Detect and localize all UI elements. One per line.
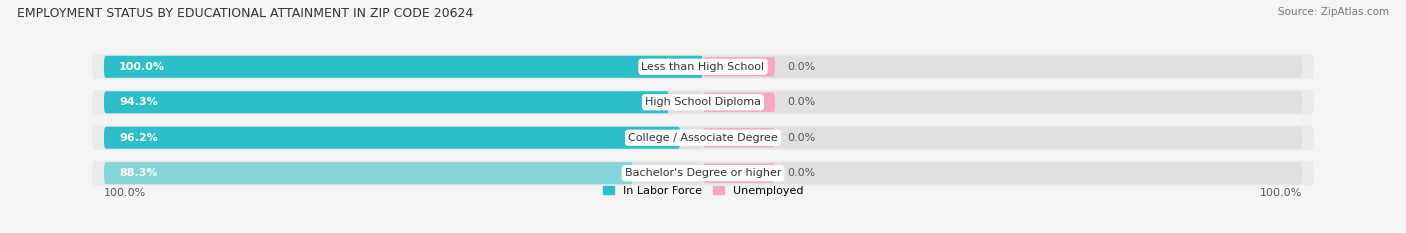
FancyBboxPatch shape <box>104 162 633 184</box>
Text: 100.0%: 100.0% <box>1260 188 1302 198</box>
FancyBboxPatch shape <box>91 125 1315 150</box>
Text: Bachelor's Degree or higher: Bachelor's Degree or higher <box>624 168 782 178</box>
Text: 100.0%: 100.0% <box>120 62 165 72</box>
FancyBboxPatch shape <box>703 93 775 112</box>
FancyBboxPatch shape <box>703 91 1302 113</box>
FancyBboxPatch shape <box>104 127 703 149</box>
FancyBboxPatch shape <box>91 90 1315 115</box>
FancyBboxPatch shape <box>91 54 1315 79</box>
Text: Source: ZipAtlas.com: Source: ZipAtlas.com <box>1278 7 1389 17</box>
FancyBboxPatch shape <box>104 91 703 113</box>
FancyBboxPatch shape <box>703 162 1302 184</box>
FancyBboxPatch shape <box>703 56 1302 78</box>
FancyBboxPatch shape <box>104 56 703 78</box>
FancyBboxPatch shape <box>104 127 681 149</box>
Text: 0.0%: 0.0% <box>787 133 815 143</box>
Text: High School Diploma: High School Diploma <box>645 97 761 107</box>
FancyBboxPatch shape <box>104 91 669 113</box>
FancyBboxPatch shape <box>104 162 703 184</box>
Text: 88.3%: 88.3% <box>120 168 157 178</box>
FancyBboxPatch shape <box>703 127 1302 149</box>
Text: Less than High School: Less than High School <box>641 62 765 72</box>
Text: College / Associate Degree: College / Associate Degree <box>628 133 778 143</box>
FancyBboxPatch shape <box>703 164 775 183</box>
Text: 94.3%: 94.3% <box>120 97 157 107</box>
Text: 96.2%: 96.2% <box>120 133 157 143</box>
Text: 0.0%: 0.0% <box>787 62 815 72</box>
FancyBboxPatch shape <box>703 57 775 76</box>
Text: EMPLOYMENT STATUS BY EDUCATIONAL ATTAINMENT IN ZIP CODE 20624: EMPLOYMENT STATUS BY EDUCATIONAL ATTAINM… <box>17 7 474 20</box>
Text: 100.0%: 100.0% <box>104 188 146 198</box>
Legend: In Labor Force, Unemployed: In Labor Force, Unemployed <box>603 185 803 196</box>
FancyBboxPatch shape <box>91 161 1315 186</box>
FancyBboxPatch shape <box>104 56 703 78</box>
Text: 0.0%: 0.0% <box>787 168 815 178</box>
FancyBboxPatch shape <box>703 128 775 147</box>
Text: 0.0%: 0.0% <box>787 97 815 107</box>
